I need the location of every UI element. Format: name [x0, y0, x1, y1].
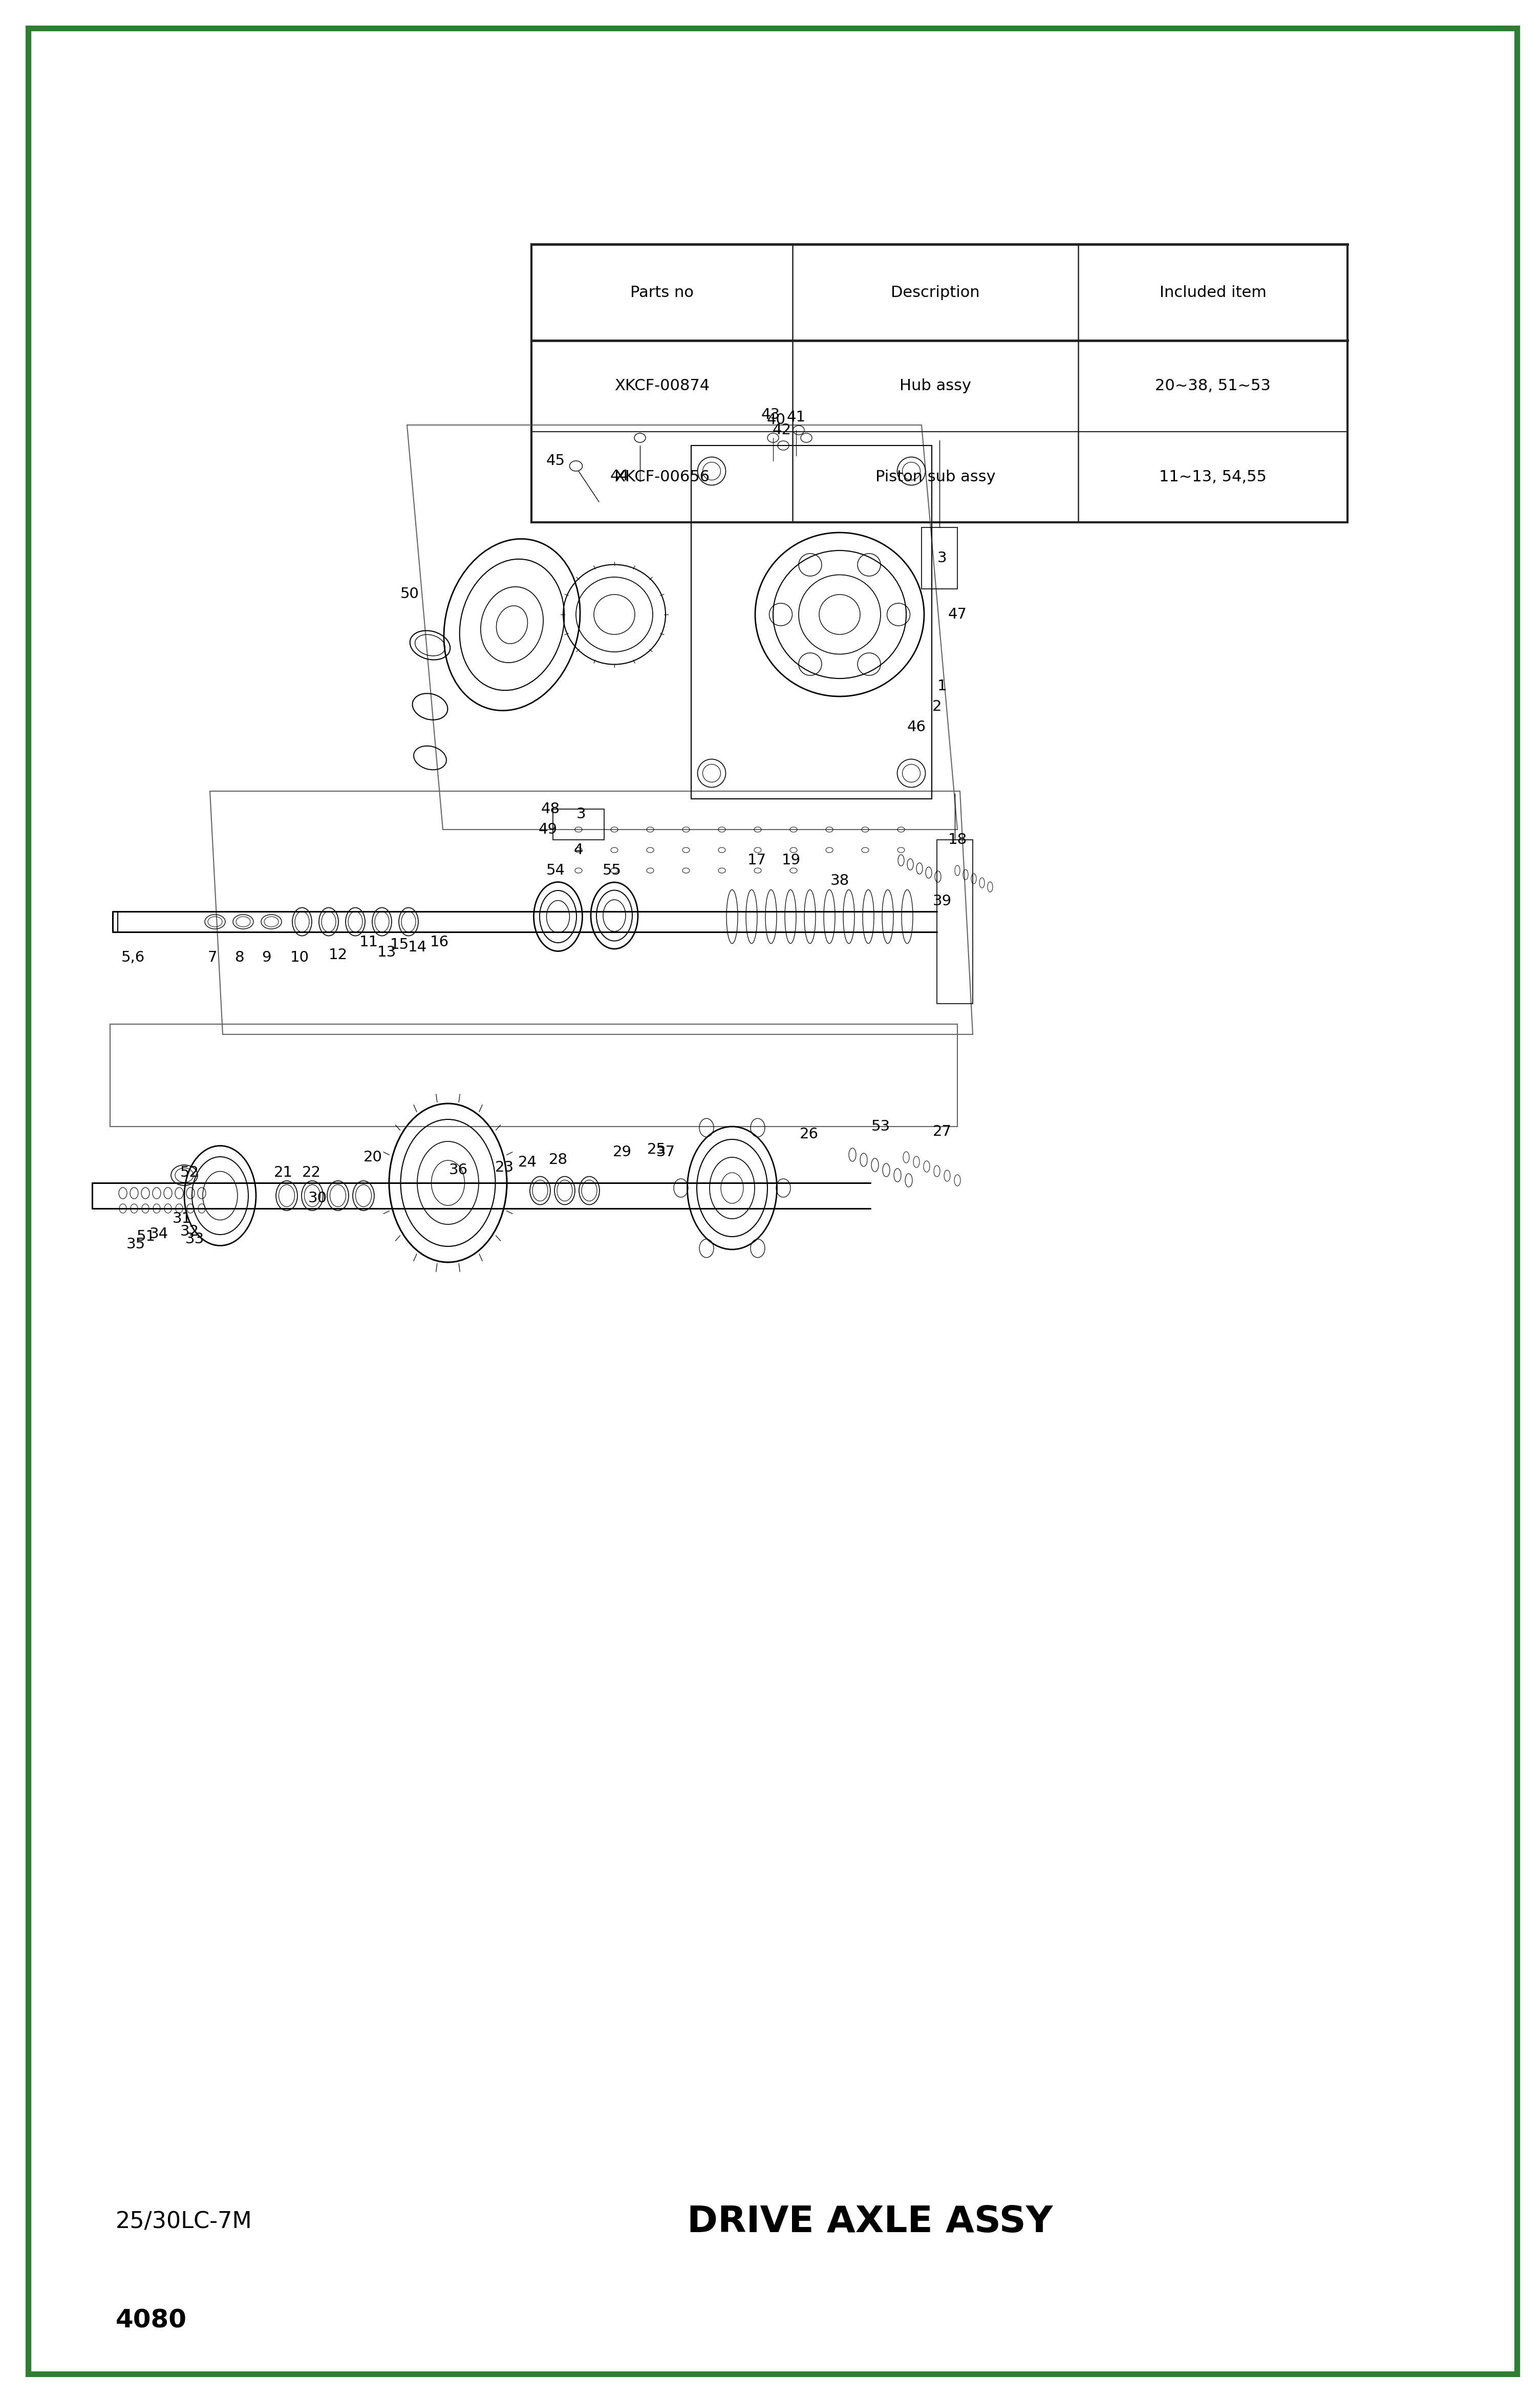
Text: 26: 26	[799, 1127, 818, 1141]
Text: 45: 45	[547, 453, 565, 467]
Text: 4: 4	[574, 844, 584, 858]
Text: 32: 32	[180, 1225, 199, 1239]
Text: Included item: Included item	[1160, 285, 1266, 300]
Text: 29: 29	[613, 1146, 631, 1160]
Text: 28: 28	[548, 1153, 568, 1167]
Text: 27: 27	[933, 1124, 952, 1139]
Text: 13: 13	[377, 944, 396, 959]
Text: 16: 16	[430, 935, 448, 949]
Text: Piston sub assy: Piston sub assy	[875, 470, 995, 484]
Text: Parts no: Parts no	[630, 285, 693, 300]
Text: 37: 37	[656, 1146, 675, 1160]
Text: 55: 55	[602, 863, 621, 877]
Text: DRIVE AXLE ASSY: DRIVE AXLE ASSY	[687, 2205, 1053, 2239]
Text: 15: 15	[390, 937, 408, 952]
Text: 50: 50	[400, 587, 419, 602]
Text: 25: 25	[647, 1143, 665, 1158]
Text: 11: 11	[359, 935, 379, 949]
Text: 52: 52	[180, 1165, 199, 1179]
Text: 17: 17	[747, 853, 767, 868]
Bar	[531, 244, 1348, 523]
Text: Hub assy: Hub assy	[899, 379, 972, 393]
Text: 41: 41	[787, 410, 805, 424]
Text: 53: 53	[872, 1119, 890, 1134]
Text: Description: Description	[890, 285, 979, 300]
Text: XKCF-00874: XKCF-00874	[614, 379, 710, 393]
Text: 46: 46	[907, 719, 926, 733]
Text: 22: 22	[302, 1165, 320, 1179]
Text: 24: 24	[517, 1155, 537, 1170]
Text: 8: 8	[234, 949, 245, 964]
Text: 47: 47	[949, 606, 967, 621]
Text: 36: 36	[448, 1163, 468, 1177]
Text: 20~38, 51~53: 20~38, 51~53	[1155, 379, 1270, 393]
Text: 19: 19	[781, 853, 801, 868]
Text: 38: 38	[830, 873, 849, 887]
Text: 48: 48	[541, 803, 561, 817]
Text: 42: 42	[772, 422, 792, 436]
Text: 21: 21	[274, 1165, 293, 1179]
Text: 7: 7	[208, 949, 217, 964]
Text: 31: 31	[172, 1210, 191, 1225]
Text: 44: 44	[610, 470, 628, 484]
Text: XKCF-00656: XKCF-00656	[614, 470, 710, 484]
Text: 3: 3	[938, 551, 947, 566]
Text: 10: 10	[290, 949, 310, 964]
Text: 35: 35	[126, 1237, 145, 1251]
Text: 1: 1	[938, 678, 947, 693]
Text: 30: 30	[308, 1191, 326, 1206]
Text: 12: 12	[328, 947, 348, 961]
Text: 20: 20	[363, 1151, 382, 1165]
Text: 34: 34	[149, 1227, 168, 1242]
Text: 40: 40	[767, 412, 785, 427]
Text: 54: 54	[547, 863, 565, 877]
Text: 9: 9	[262, 949, 271, 964]
Text: 49: 49	[539, 822, 557, 837]
Text: 4080: 4080	[116, 2308, 186, 2332]
Text: 18: 18	[947, 832, 967, 846]
Text: 2: 2	[932, 700, 941, 714]
Text: 33: 33	[185, 1232, 205, 1246]
Text: 51: 51	[137, 1230, 156, 1244]
Text: 43: 43	[761, 407, 781, 422]
Text: 11~13, 54,55: 11~13, 54,55	[1160, 470, 1266, 484]
Text: 14: 14	[408, 940, 427, 954]
Text: 39: 39	[933, 894, 952, 908]
Text: 5,6: 5,6	[122, 949, 145, 964]
Text: 3: 3	[576, 808, 585, 822]
Text: 23: 23	[494, 1160, 514, 1175]
Text: 25/30LC-7M: 25/30LC-7M	[116, 2210, 253, 2234]
